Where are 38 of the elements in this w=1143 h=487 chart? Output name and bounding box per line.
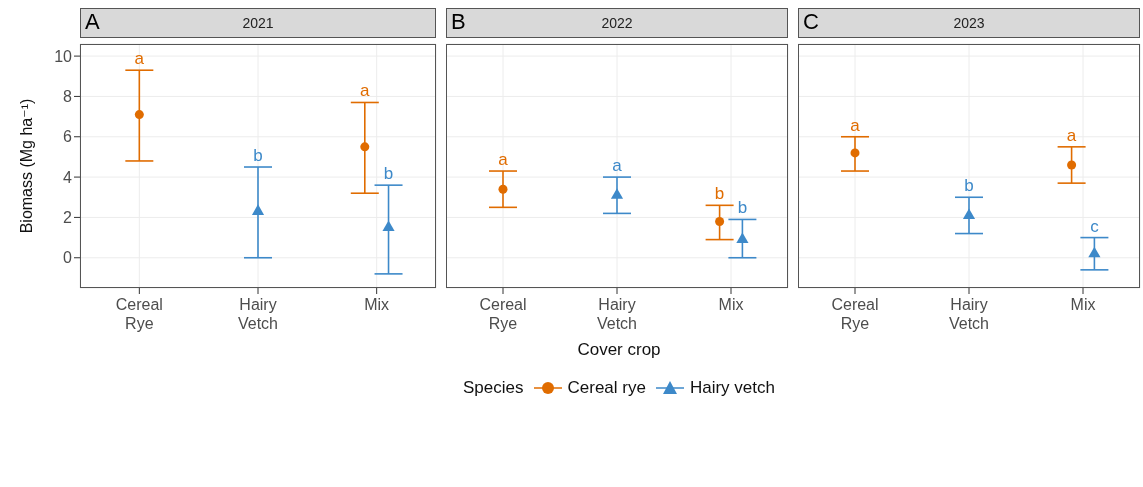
text: A (85, 9, 100, 35)
y-tick-label: 0 (63, 249, 73, 267)
x-tick-label: Hairy Vetch (596, 296, 638, 332)
x-tick-label: Cereal Rye (479, 296, 527, 332)
x-tick-label: Hairy Vetch (948, 296, 990, 332)
data-label: b (964, 176, 974, 196)
data-label: a (360, 81, 371, 101)
y-tick-label: 8 (63, 88, 73, 106)
legend-label: Cereal rye (567, 378, 646, 398)
data-label: b (253, 146, 263, 166)
data-label: c (1090, 216, 1100, 236)
chart-title: 2023 (953, 15, 985, 31)
text: B (451, 9, 466, 35)
x-axis-title: Cover crop (576, 340, 662, 360)
legend-label: Hairy vetch (689, 378, 775, 398)
y-axis-title: Biomass (Mg ha⁻¹) (18, 98, 36, 234)
data-label: a (498, 150, 509, 170)
data-label: a (1066, 125, 1077, 145)
data-label: a (134, 49, 145, 69)
x-tick-label: Mix (1070, 296, 1096, 313)
chart-title: 2022 (601, 15, 633, 31)
data-label: b (737, 198, 748, 218)
x-tick-label: Cereal Rye (115, 296, 163, 332)
x-tick-label: Hairy Vetch (237, 296, 279, 332)
legend-title: Species (463, 378, 524, 398)
y-tick-label: 10 (54, 47, 73, 65)
y-tick-label: 4 (63, 168, 73, 186)
y-tick-label: 2 (63, 209, 73, 227)
data-label: a (850, 115, 861, 135)
data-label: b (383, 164, 394, 184)
x-tick-label: Mix (718, 296, 744, 313)
data-label: b (714, 184, 725, 204)
x-tick-label: Mix (364, 296, 390, 313)
y-tick-label: 6 (63, 128, 73, 146)
chart-title: 2021 (242, 15, 274, 31)
data-label: a (612, 156, 623, 176)
text: C (803, 9, 819, 35)
x-tick-label: Cereal Rye (831, 296, 879, 332)
